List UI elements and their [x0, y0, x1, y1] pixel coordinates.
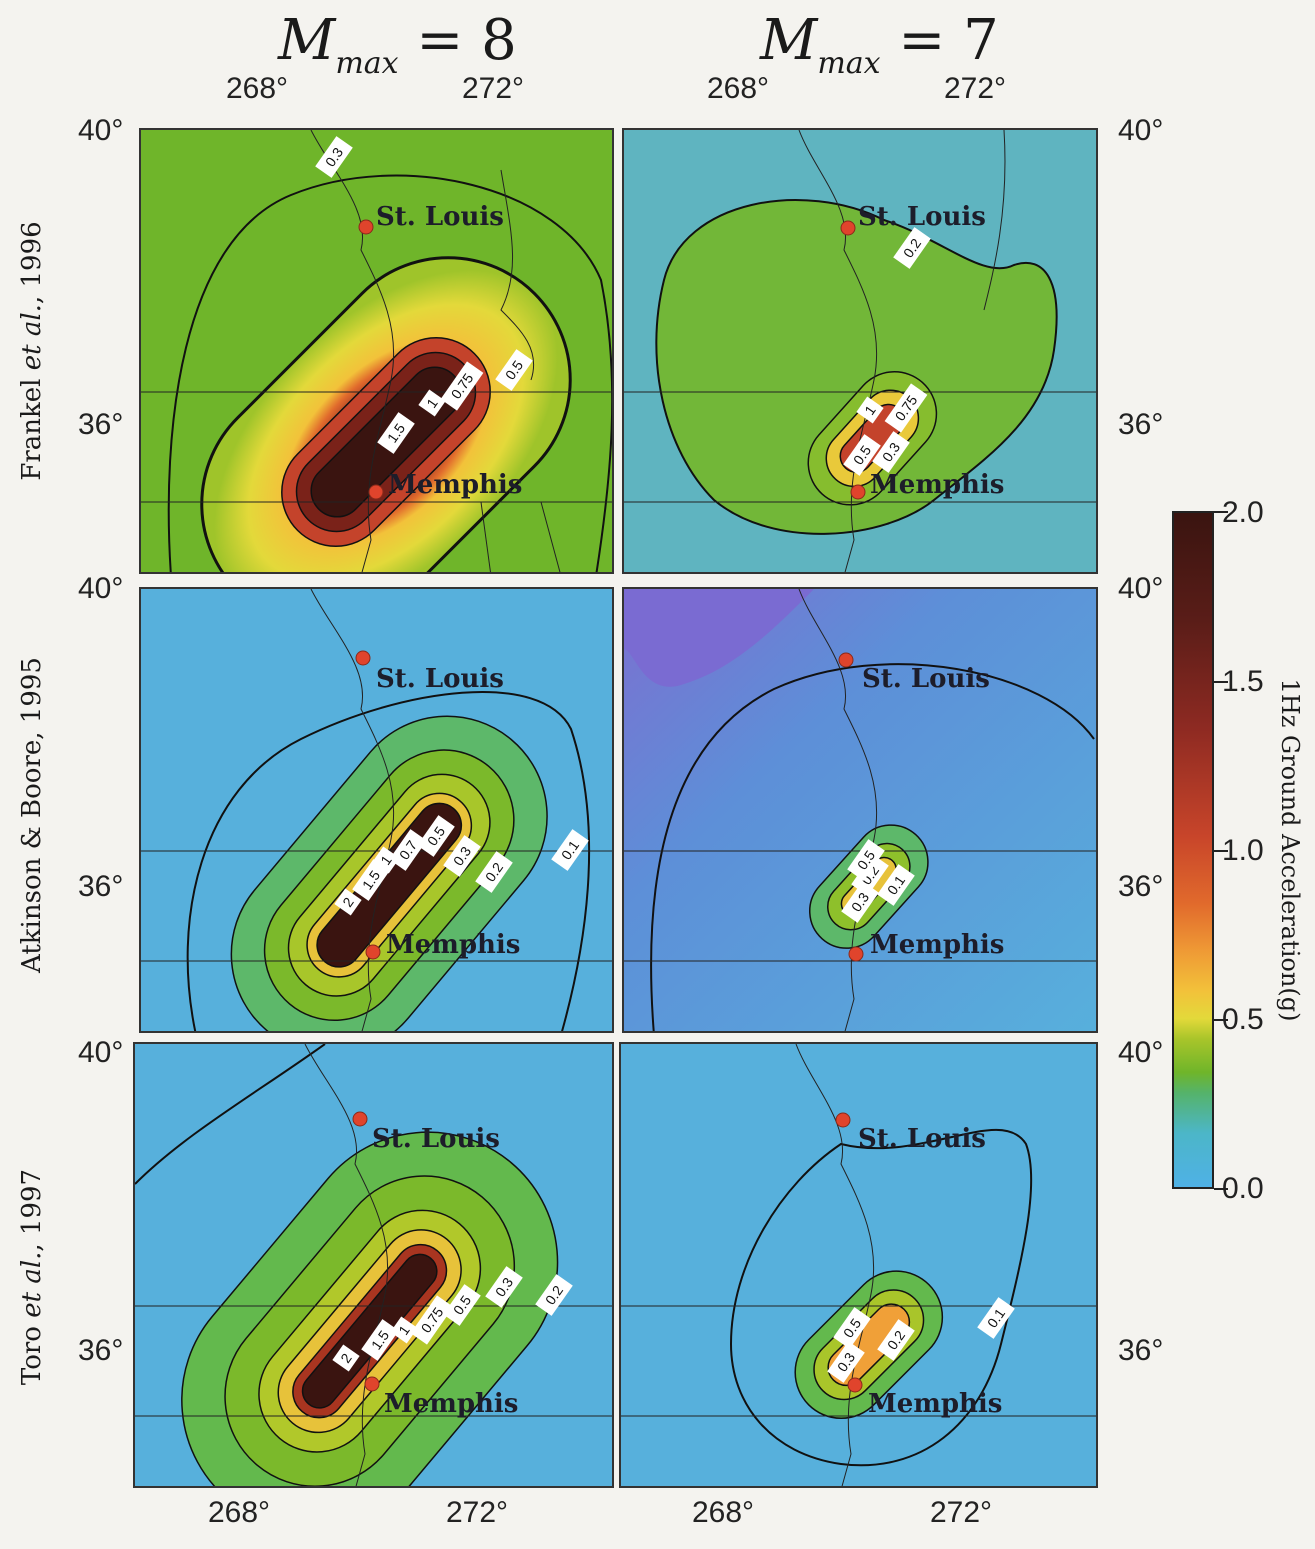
colorbar-tick-1-5 — [1214, 681, 1228, 683]
lon-tick-top-268-left: 268° — [226, 72, 289, 105]
colorbar-label-2-0: 2.0 — [1222, 496, 1264, 529]
colorbar-tick-2-0 — [1214, 511, 1228, 513]
colorbar-label-1-0: 1.0 — [1222, 834, 1264, 867]
lat-tick-left-36-row1: 36° — [78, 408, 124, 441]
city-label-memphis: Memphis — [386, 930, 521, 960]
lat-tick-right-36-row3: 36° — [1118, 1334, 1164, 1367]
column-title-mmax-7: Mmax = 7 — [760, 8, 999, 81]
row-title-atkinson-boore: Atkinson & Boore, 1995 — [17, 657, 47, 973]
city-label-memphis: Memphis — [870, 470, 1005, 500]
lat-tick-right-40-row1: 40° — [1118, 114, 1164, 147]
lon-tick-bottom-272-right: 272° — [930, 1496, 993, 1529]
lat-tick-right-40-row2: 40° — [1118, 572, 1164, 605]
lat-tick-left-40-row2: 40° — [78, 572, 124, 605]
city-label-st-louis: St. Louis — [862, 664, 990, 694]
row-title-toro: Toro et al., 1997 — [17, 1168, 47, 1386]
lon-tick-bottom-268-left: 268° — [208, 1496, 271, 1529]
lon-tick-top-272-right: 272° — [944, 72, 1007, 105]
map-panel-atkinson-mmax7 — [622, 587, 1098, 1033]
colorbar-label-0-5: 0.5 — [1222, 1003, 1264, 1036]
city-label-st-louis: St. Louis — [858, 202, 986, 232]
lat-tick-right-36-row2: 36° — [1118, 870, 1164, 903]
lat-tick-left-40-row1: 40° — [78, 114, 124, 147]
contour-0-3 — [167, 174, 612, 572]
colorbar-tick-1-0 — [1214, 850, 1228, 852]
colorbar-tick-0-5 — [1214, 1019, 1228, 1021]
city-label-memphis: Memphis — [870, 930, 1005, 960]
lon-tick-top-272-left: 272° — [462, 72, 525, 105]
colorbar-label-1-5: 1.5 — [1222, 665, 1264, 698]
colorbar — [1172, 511, 1214, 1189]
map-panel-frankel-mmax7 — [622, 128, 1098, 574]
contour-0-1 — [135, 1044, 326, 1185]
city-label-st-louis: St. Louis — [376, 664, 504, 694]
map-panel-atkinson-mmax8 — [139, 587, 614, 1033]
panel-background — [621, 1044, 1096, 1486]
colorbar-tick-0-0 — [1214, 1188, 1228, 1190]
city-label-memphis: Memphis — [384, 1389, 519, 1419]
low-region — [624, 589, 814, 687]
city-label-st-louis: St. Louis — [858, 1124, 986, 1154]
lat-tick-left-40-row3: 40° — [78, 1036, 124, 1069]
lat-tick-right-36-row1: 36° — [1118, 408, 1164, 441]
lat-tick-left-36-row2: 36° — [78, 870, 124, 903]
map-panel-frankel-mmax8 — [139, 128, 614, 574]
city-label-memphis: Memphis — [388, 470, 523, 500]
map-panel-toro-mmax7 — [619, 1042, 1098, 1488]
contour-0-1 — [650, 663, 1095, 1031]
lon-tick-bottom-268-right: 268° — [692, 1496, 755, 1529]
map-panel-toro-mmax8 — [133, 1042, 614, 1488]
colorbar-title: 1Hz Ground Acceleration(g) — [1276, 678, 1304, 1022]
lat-tick-right-40-row3: 40° — [1118, 1036, 1164, 1069]
city-label-st-louis: St. Louis — [376, 202, 504, 232]
contour-0-2 — [655, 199, 1058, 535]
colorbar-label-0-0: 0.0 — [1222, 1172, 1264, 1205]
row-title-frankel: Frankel et al., 1996 — [17, 221, 47, 481]
contour-0-1 — [729, 1128, 1033, 1467]
lon-tick-top-268-right: 268° — [707, 72, 770, 105]
column-title-mmax-8: Mmax = 8 — [278, 8, 517, 81]
lat-tick-left-36-row3: 36° — [78, 1334, 124, 1367]
city-label-memphis: Memphis — [868, 1389, 1003, 1419]
lon-tick-bottom-272-left: 272° — [446, 1496, 509, 1529]
city-label-st-louis: St. Louis — [372, 1124, 500, 1154]
